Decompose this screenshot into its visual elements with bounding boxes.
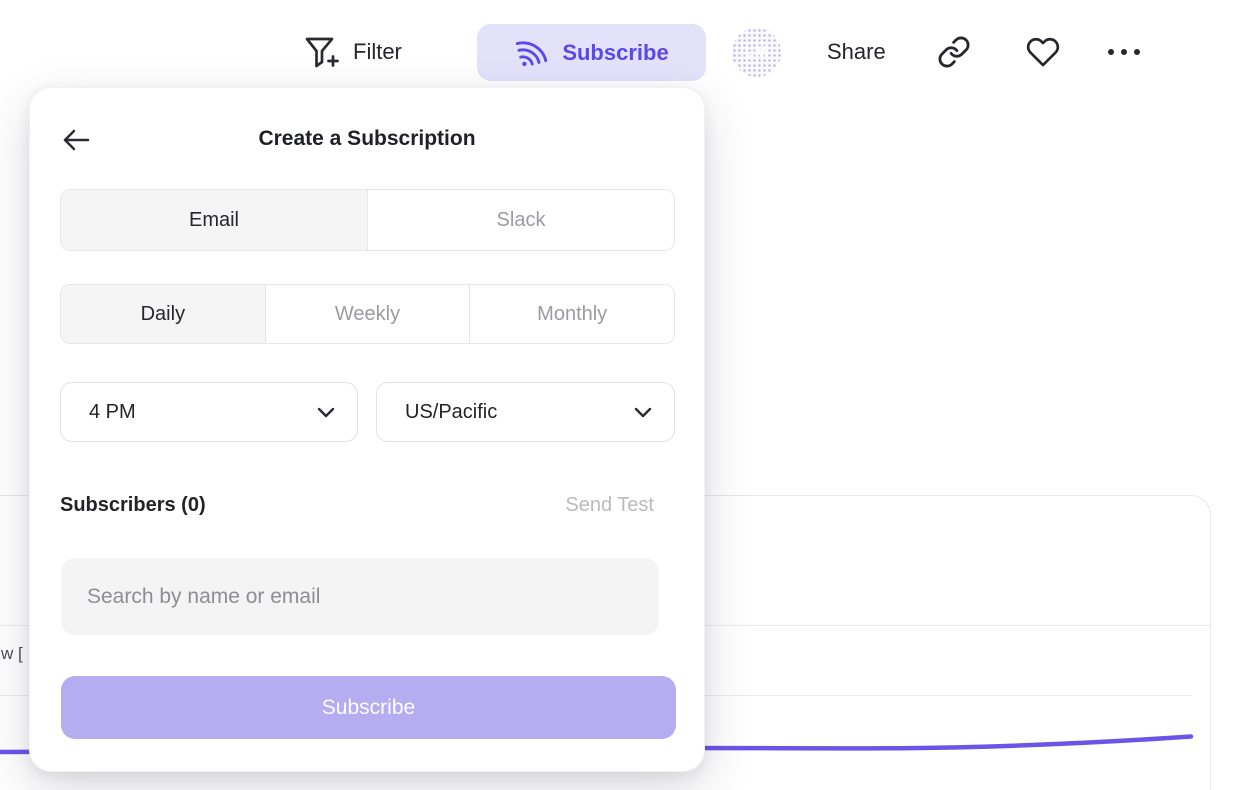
- more-menu-button[interactable]: [1108, 40, 1152, 64]
- ellipsis-icon: [1108, 49, 1140, 55]
- filter-button[interactable]: Filter: [302, 30, 402, 74]
- time-select[interactable]: 4 PM: [60, 382, 358, 442]
- chevron-down-icon: [634, 407, 652, 418]
- tab-monthly[interactable]: Monthly: [469, 285, 674, 343]
- share-button[interactable]: Share: [827, 30, 886, 74]
- subscribe-submit-button[interactable]: Subscribe: [61, 676, 676, 739]
- subscriber-search-input[interactable]: [61, 558, 659, 635]
- popover-title: Create a Subscription: [258, 127, 476, 150]
- avatar-initials: LM: [744, 43, 769, 61]
- copy-link-button[interactable]: [936, 34, 972, 70]
- chain-link-icon: [937, 35, 971, 69]
- tab-email[interactable]: Email: [61, 190, 367, 250]
- tab-daily[interactable]: Daily: [61, 285, 265, 343]
- filter-label: Filter: [353, 39, 402, 64]
- frequency-tabs: Daily Weekly Monthly: [60, 284, 675, 344]
- share-label: Share: [827, 39, 886, 64]
- timezone-select-value: US/Pacific: [405, 400, 498, 423]
- funnel-plus-icon: [302, 32, 339, 72]
- tab-weekly[interactable]: Weekly: [264, 285, 470, 343]
- arrow-left-icon: [61, 127, 91, 153]
- tab-slack[interactable]: Slack: [367, 190, 674, 250]
- user-avatar[interactable]: LM: [732, 28, 781, 77]
- time-select-value: 4 PM: [89, 400, 136, 423]
- channel-tabs: Email Slack: [60, 189, 675, 251]
- chevron-down-icon: [317, 407, 335, 418]
- heart-outline-icon: [1025, 35, 1061, 69]
- subscribe-button[interactable]: Subscribe: [477, 24, 706, 81]
- clipped-background-text: w [: [1, 644, 23, 663]
- subscribe-label: Subscribe: [562, 39, 669, 65]
- back-button[interactable]: [60, 124, 92, 156]
- create-subscription-popover: Create a Subscription Email Slack Daily …: [29, 87, 705, 772]
- subscribers-count-label: Subscribers (0): [60, 494, 206, 516]
- timezone-select[interactable]: US/Pacific: [376, 382, 675, 442]
- favorite-button[interactable]: [1024, 34, 1062, 70]
- send-test-button[interactable]: Send Test: [565, 494, 654, 516]
- rss-icon: [514, 37, 548, 69]
